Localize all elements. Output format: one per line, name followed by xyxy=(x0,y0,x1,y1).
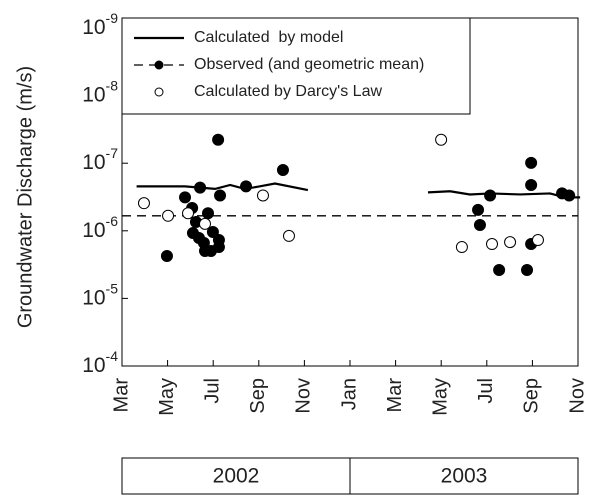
y-tick-label: 10-5 xyxy=(82,280,118,309)
y-tick-label: 10-7 xyxy=(82,145,118,174)
year-label: 2002 xyxy=(213,465,260,488)
x-tick-label: May xyxy=(156,378,178,416)
darcy-point xyxy=(282,229,295,242)
observed-point xyxy=(214,189,227,202)
y-tick-label: 10-8 xyxy=(82,77,118,106)
x-tick-label: Jul xyxy=(201,378,223,404)
observed-point xyxy=(484,189,497,202)
observed-point xyxy=(194,181,207,194)
y-tick-label: 10-9 xyxy=(82,10,118,39)
observed-point xyxy=(201,207,214,220)
darcy-point xyxy=(531,234,544,247)
x-tick-label: Nov xyxy=(293,378,315,414)
observed-point xyxy=(563,189,576,202)
x-tick-label: Jul xyxy=(475,378,497,404)
observed-point xyxy=(521,263,534,276)
legend-marker xyxy=(154,60,164,70)
observed-point xyxy=(472,203,485,216)
legend-label: Calculated by model xyxy=(194,29,343,46)
darcy-point xyxy=(256,189,269,202)
darcy-point xyxy=(504,236,517,249)
legend-label: Observed (and geometric mean) xyxy=(194,56,424,73)
legend-box xyxy=(121,17,471,115)
x-tick-label: Sep xyxy=(521,378,543,414)
observed-point xyxy=(160,250,173,263)
x-tick-label: May xyxy=(429,378,451,416)
observed-point xyxy=(212,241,225,254)
observed-point xyxy=(493,263,506,276)
y-tick-label: 10-4 xyxy=(82,348,118,377)
legend-marker xyxy=(154,87,164,97)
x-tick-label: Mar xyxy=(384,378,406,413)
observed-point xyxy=(276,163,289,176)
y-tick-label: 10-6 xyxy=(82,213,118,242)
darcy-point xyxy=(455,241,468,254)
observed-point xyxy=(473,218,486,231)
observed-point xyxy=(206,225,219,238)
x-tick-label: Jan xyxy=(338,378,360,410)
darcy-point xyxy=(435,133,448,146)
darcy-point xyxy=(137,197,150,210)
year-box xyxy=(349,457,579,495)
x-tick-label: Nov xyxy=(566,378,588,414)
darcy-point xyxy=(486,238,499,251)
observed-point xyxy=(212,133,225,146)
y-axis-label: Groundwater Discharge (m/s) xyxy=(14,66,36,328)
year-label: 2003 xyxy=(441,465,488,488)
observed-point xyxy=(179,191,192,204)
observed-point xyxy=(525,178,538,191)
x-tick-label: Mar xyxy=(110,378,132,413)
darcy-point xyxy=(162,209,175,222)
darcy-point xyxy=(182,207,195,220)
darcy-point xyxy=(198,217,211,230)
observed-point xyxy=(525,156,538,169)
legend-label: Calculated by Darcy's Law xyxy=(194,83,382,100)
x-tick-label: Sep xyxy=(247,378,269,414)
observed-point xyxy=(240,180,253,193)
